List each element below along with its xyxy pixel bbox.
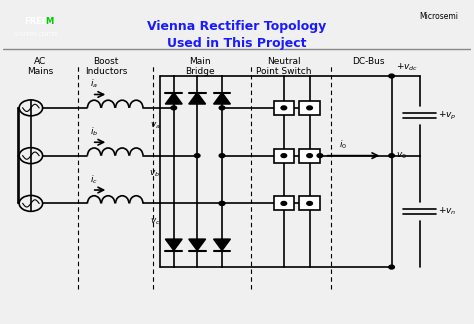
Circle shape	[219, 106, 225, 110]
Text: $i_c$: $i_c$	[90, 173, 98, 186]
Circle shape	[317, 154, 323, 157]
Circle shape	[281, 154, 287, 157]
Circle shape	[307, 202, 312, 205]
Circle shape	[389, 265, 394, 269]
Polygon shape	[214, 239, 230, 250]
Circle shape	[171, 106, 177, 110]
Circle shape	[307, 154, 312, 157]
Circle shape	[389, 154, 394, 157]
FancyBboxPatch shape	[273, 101, 294, 115]
Polygon shape	[189, 93, 206, 104]
Polygon shape	[214, 93, 230, 104]
Circle shape	[307, 106, 312, 110]
Text: $v_0$: $v_0$	[396, 150, 407, 161]
Text: Boost
Inductors: Boost Inductors	[85, 57, 127, 76]
FancyBboxPatch shape	[299, 196, 320, 210]
Circle shape	[281, 202, 287, 205]
Text: SYSTEMS CENTER: SYSTEMS CENTER	[14, 31, 57, 37]
FancyBboxPatch shape	[299, 149, 320, 163]
Circle shape	[194, 154, 200, 157]
Circle shape	[219, 154, 225, 157]
Text: $i_0$: $i_0$	[338, 139, 347, 151]
Text: $v_a$: $v_a$	[150, 121, 160, 131]
Text: Neutral
Point Switch: Neutral Point Switch	[256, 57, 311, 76]
FancyBboxPatch shape	[299, 101, 320, 115]
Text: Microsemi: Microsemi	[419, 12, 458, 21]
Text: $v_c$: $v_c$	[150, 216, 160, 226]
Text: $+v_n$: $+v_n$	[438, 206, 457, 217]
Text: $i_b$: $i_b$	[90, 126, 98, 138]
Text: Vienna Rectifier Topology
Used in This Project: Vienna Rectifier Topology Used in This P…	[147, 20, 327, 50]
Text: $i_a$: $i_a$	[90, 78, 98, 90]
Text: M: M	[45, 17, 53, 26]
FancyBboxPatch shape	[273, 149, 294, 163]
Circle shape	[219, 202, 225, 205]
Text: FREE: FREE	[24, 17, 47, 26]
Circle shape	[389, 74, 394, 78]
Text: DC-Bus: DC-Bus	[352, 57, 384, 66]
Text: Main
Bridge: Main Bridge	[185, 57, 214, 76]
Polygon shape	[165, 239, 182, 250]
Text: $v_b$: $v_b$	[149, 168, 161, 179]
Polygon shape	[189, 239, 206, 250]
Text: $+v_{dc}$: $+v_{dc}$	[396, 61, 419, 73]
Circle shape	[219, 202, 225, 205]
Text: AC
Mains: AC Mains	[27, 57, 54, 76]
FancyBboxPatch shape	[273, 196, 294, 210]
Circle shape	[281, 106, 287, 110]
Text: $+v_p$: $+v_p$	[438, 110, 457, 122]
Polygon shape	[165, 93, 182, 104]
